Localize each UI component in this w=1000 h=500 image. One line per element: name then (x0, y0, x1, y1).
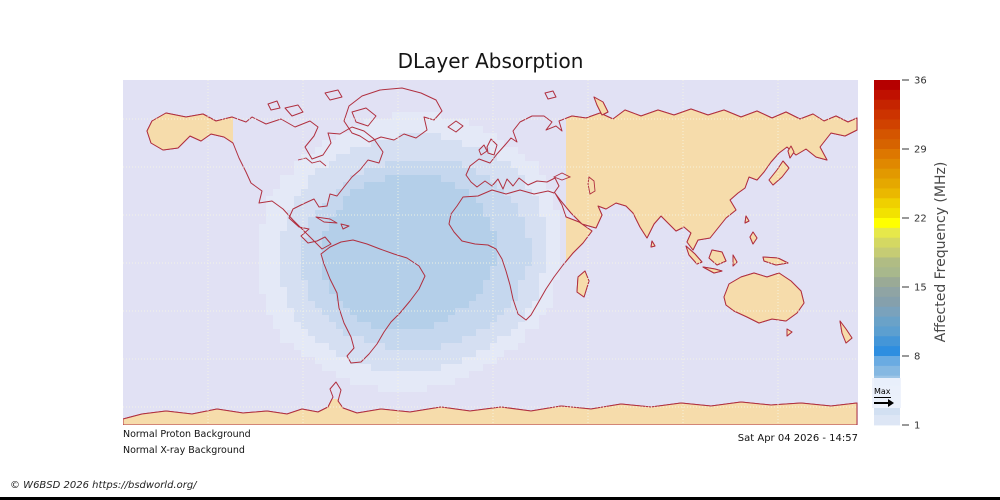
colorbar-segment (874, 336, 900, 347)
colorbar-segment (874, 277, 900, 288)
colorbar-segment (874, 237, 900, 248)
colorbar-segment (874, 119, 900, 130)
colorbar-segment (874, 188, 900, 199)
colorbar-segment (874, 89, 900, 101)
colorbar-segment (874, 346, 900, 357)
colorbar-ticks: 36 29 22 15 8 1 (902, 76, 927, 432)
colorbar-segment (874, 405, 900, 416)
colorbar-segment (874, 326, 900, 337)
colorbar-segment (874, 257, 900, 268)
colorbar-max-marker: Max (872, 378, 901, 408)
colorbar-segment (874, 80, 900, 91)
black-sea (552, 172, 572, 181)
colorbar-segment (874, 129, 900, 140)
colorbar-tick-label: 15 (914, 283, 927, 294)
xray-status-label: Normal X-ray Background (123, 445, 245, 456)
colorbar-tick-label: 29 (914, 145, 927, 156)
colorbar-segment (874, 218, 900, 229)
max-marker-arrow-icon (874, 399, 894, 407)
colorbar-segment (874, 296, 900, 308)
colorbar-segment (874, 99, 900, 110)
colorbar-segment (874, 365, 900, 377)
map-timestamp: Sat Apr 04 2026 - 14:57 (737, 433, 858, 444)
colorbar-tick-label: 8 (914, 352, 920, 363)
colorbar (874, 80, 900, 426)
colorbar-segment (874, 208, 900, 219)
absorption-contour-4mhz (322, 175, 497, 329)
colorbar-segment (874, 109, 900, 120)
proton-status-label: Normal Proton Background (123, 429, 251, 440)
max-marker-label: Max (874, 387, 891, 398)
colorbar-segment (874, 247, 900, 258)
graticule (123, 80, 858, 425)
copyright-footer: © W6BSD 2026 https://bsdworld.org/ (10, 480, 197, 491)
absorption-contours (259, 112, 560, 392)
colorbar-segment (874, 316, 900, 327)
colorbar-segment (874, 139, 900, 150)
colorbar-segment (874, 158, 900, 170)
colorbar-segment (874, 356, 900, 367)
colorbar-segment (874, 149, 900, 160)
colorbar-segment (874, 415, 900, 426)
colorbar-tick-label: 22 (914, 214, 927, 225)
colorbar-tick-label: 36 (914, 76, 927, 87)
colorbar-segment (874, 287, 900, 298)
colorbar-segment (874, 168, 900, 179)
colorbar-segment (874, 267, 900, 278)
colorbar-segment (874, 178, 900, 189)
page-bottom-border (0, 497, 1000, 500)
colorbar-axis-label: Affected Frequency (MHz) (933, 161, 949, 343)
colorbar-segment (874, 198, 900, 209)
colorbar-segment (874, 227, 900, 239)
colorbar-tick-label: 1 (914, 421, 920, 432)
colorbar-segment (874, 306, 900, 317)
plot-title: DLayer Absorption (397, 49, 584, 73)
